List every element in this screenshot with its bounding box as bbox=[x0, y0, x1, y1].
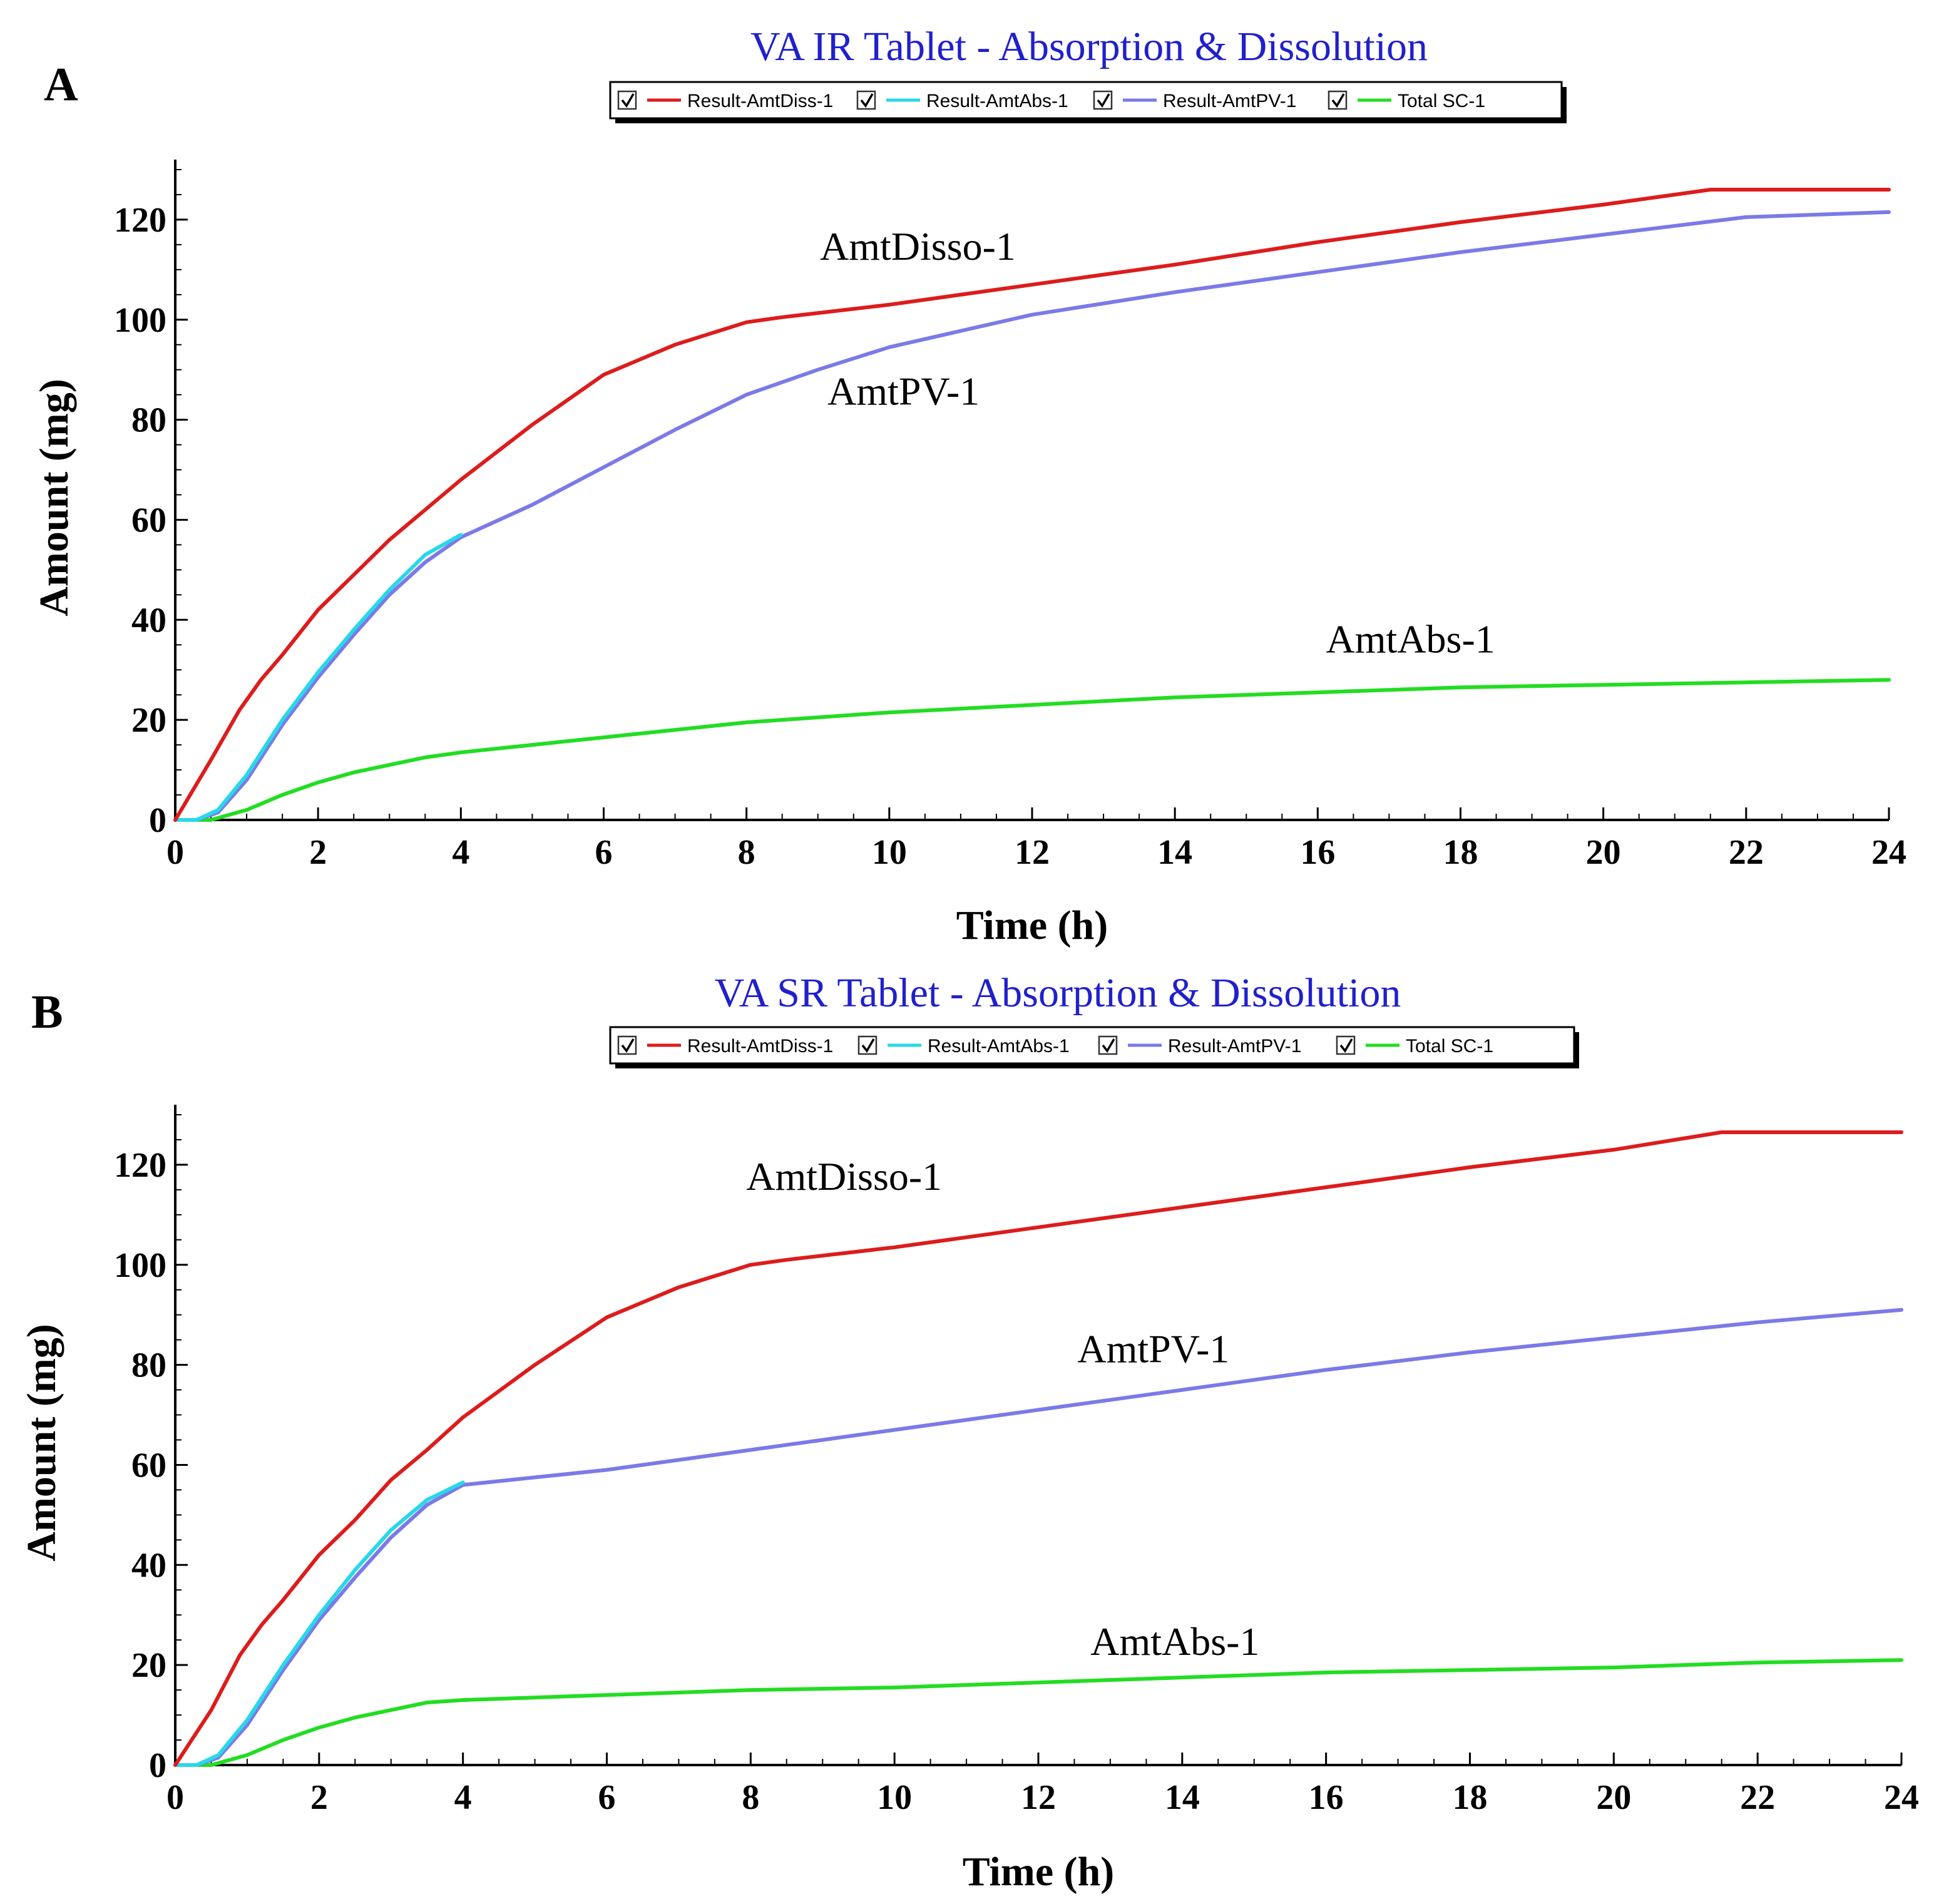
legend: Result-AmtDiss-1 Result-AmtAbs-1 Result-Am… bbox=[609, 1026, 1579, 1068]
curve-annotation: AmtPV-1 bbox=[827, 369, 980, 414]
x-tick-label: 6 bbox=[595, 833, 613, 872]
legend-box bbox=[609, 1026, 1575, 1065]
x-tick-label: 8 bbox=[738, 833, 755, 872]
x-axis-title: Time (h) bbox=[963, 1849, 1115, 1895]
y-tick-label: 0 bbox=[149, 1746, 166, 1785]
legend-item[interactable]: Result-AmtDiss-1 bbox=[617, 1035, 833, 1057]
x-tick-label: 16 bbox=[1300, 833, 1335, 872]
y-tick-label: 60 bbox=[131, 1446, 166, 1485]
series-line-total-sc-1 bbox=[173, 1658, 1903, 1767]
legend-label: Result-AmtPV-1 bbox=[1168, 1036, 1301, 1057]
y-tick-label: 0 bbox=[149, 801, 166, 840]
y-tick-label: 120 bbox=[114, 201, 166, 240]
y-tick-label: 80 bbox=[131, 401, 166, 440]
x-tick-label: 20 bbox=[1586, 833, 1621, 872]
series-line-result-amtabs-1 bbox=[173, 533, 463, 822]
check-mark-icon bbox=[1339, 1038, 1353, 1053]
legend-item[interactable]: Result-AmtAbs-1 bbox=[857, 1035, 1070, 1057]
series-line-result-amtpv-1 bbox=[173, 1308, 1903, 1767]
series-line-result-amtabs-1 bbox=[173, 1480, 465, 1767]
x-tick-label: 16 bbox=[1309, 1778, 1344, 1817]
x-tick-label: 12 bbox=[1021, 1778, 1056, 1817]
legend-label: Total SC-1 bbox=[1398, 91, 1485, 111]
y-tick-label: 20 bbox=[131, 1646, 166, 1685]
x-tick-label: 18 bbox=[1453, 1778, 1488, 1817]
check-mark-icon bbox=[621, 93, 635, 108]
curve-annotation: AmtAbs-1 bbox=[1326, 617, 1495, 661]
curve-annotation: AmtAbs-1 bbox=[1090, 1619, 1259, 1664]
y-tick-label: 40 bbox=[131, 1546, 166, 1585]
x-tick-label: 0 bbox=[166, 1778, 184, 1817]
y-tick-label: 100 bbox=[114, 301, 166, 340]
legend-item[interactable]: Result-AmtPV-1 bbox=[1098, 1035, 1301, 1057]
curve-annotation: AmtPV-1 bbox=[1077, 1327, 1229, 1371]
x-tick-label: 0 bbox=[166, 833, 184, 872]
x-tick-label: 14 bbox=[1157, 833, 1192, 872]
check-mark-icon bbox=[1331, 93, 1345, 108]
x-tick-label: 24 bbox=[1871, 833, 1906, 872]
x-tick-label: 4 bbox=[452, 833, 469, 872]
series-line-result-amtdiss-1 bbox=[173, 188, 1891, 822]
legend-item[interactable]: Result-AmtDiss-1 bbox=[617, 90, 833, 111]
chart-panel-b: B VA SR Tablet - Absorption & Dissolution… bbox=[19, 970, 1919, 1895]
series-line-result-amtdiss-1 bbox=[173, 1130, 1903, 1767]
y-tick-label: 80 bbox=[131, 1346, 166, 1385]
check-mark-icon bbox=[1102, 1038, 1115, 1053]
y-tick-label: 60 bbox=[131, 501, 166, 540]
legend-label: Result-AmtAbs-1 bbox=[928, 1036, 1070, 1057]
legend-item[interactable]: Result-AmtAbs-1 bbox=[856, 90, 1068, 111]
x-tick-label: 20 bbox=[1596, 1778, 1631, 1817]
legend-label: Result-AmtAbs-1 bbox=[926, 91, 1068, 111]
y-tick-label: 40 bbox=[131, 601, 166, 640]
check-mark-icon bbox=[1097, 93, 1110, 108]
legend: Result-AmtDiss-1 Result-AmtAbs-1 Result-Am… bbox=[609, 81, 1567, 123]
series-line-total-sc-1 bbox=[173, 678, 1891, 822]
legend-item[interactable]: Total SC-1 bbox=[1328, 90, 1485, 111]
x-tick-label: 24 bbox=[1884, 1778, 1919, 1817]
x-axis-title: Time (h) bbox=[956, 903, 1108, 948]
y-tick-label: 100 bbox=[114, 1246, 166, 1285]
x-tick-label: 10 bbox=[877, 1778, 912, 1817]
check-mark-icon bbox=[621, 1038, 635, 1053]
y-tick-label: 20 bbox=[131, 701, 166, 740]
x-tick-label: 8 bbox=[742, 1778, 759, 1817]
legend-box bbox=[609, 81, 1563, 120]
panel-label: B bbox=[31, 986, 63, 1038]
check-mark-icon bbox=[861, 1038, 875, 1053]
legend-item[interactable]: Result-AmtPV-1 bbox=[1093, 90, 1296, 111]
series-line-result-amtpv-1 bbox=[173, 210, 1891, 822]
chart-panel-a: A VA IR Tablet - Absorption & Dissolution… bbox=[31, 24, 1906, 948]
x-tick-label: 2 bbox=[310, 1778, 328, 1817]
legend-label: Result-AmtDiss-1 bbox=[687, 91, 833, 111]
legend-item[interactable]: Total SC-1 bbox=[1336, 1035, 1493, 1057]
curve-annotation: AmtDisso-1 bbox=[746, 1154, 942, 1199]
legend-label: Result-AmtDiss-1 bbox=[687, 1036, 833, 1057]
x-tick-label: 18 bbox=[1443, 833, 1478, 872]
chart-title: VA SR Tablet - Absorption & Dissolution bbox=[715, 970, 1401, 1016]
y-axis-title: Amount (mg) bbox=[19, 1324, 64, 1561]
chart-title: VA IR Tablet - Absorption & Dissolution bbox=[750, 24, 1428, 69]
x-tick-label: 6 bbox=[598, 1778, 616, 1817]
curve-annotation: AmtDisso-1 bbox=[820, 224, 1016, 269]
y-axis-title: Amount (mg) bbox=[31, 379, 77, 616]
y-tick-label: 120 bbox=[114, 1146, 166, 1185]
x-tick-label: 12 bbox=[1015, 833, 1050, 872]
x-tick-label: 10 bbox=[872, 833, 907, 872]
x-tick-label: 2 bbox=[309, 833, 327, 872]
x-tick-label: 4 bbox=[454, 1778, 472, 1817]
legend-label: Result-AmtPV-1 bbox=[1163, 91, 1296, 111]
panel-label: A bbox=[44, 58, 78, 111]
legend-checkbox[interactable] bbox=[1093, 90, 1113, 110]
legend-label: Total SC-1 bbox=[1406, 1036, 1493, 1057]
x-tick-label: 22 bbox=[1729, 833, 1764, 872]
check-mark-icon bbox=[860, 93, 874, 108]
x-tick-label: 14 bbox=[1165, 1778, 1200, 1817]
x-tick-label: 22 bbox=[1740, 1778, 1775, 1817]
